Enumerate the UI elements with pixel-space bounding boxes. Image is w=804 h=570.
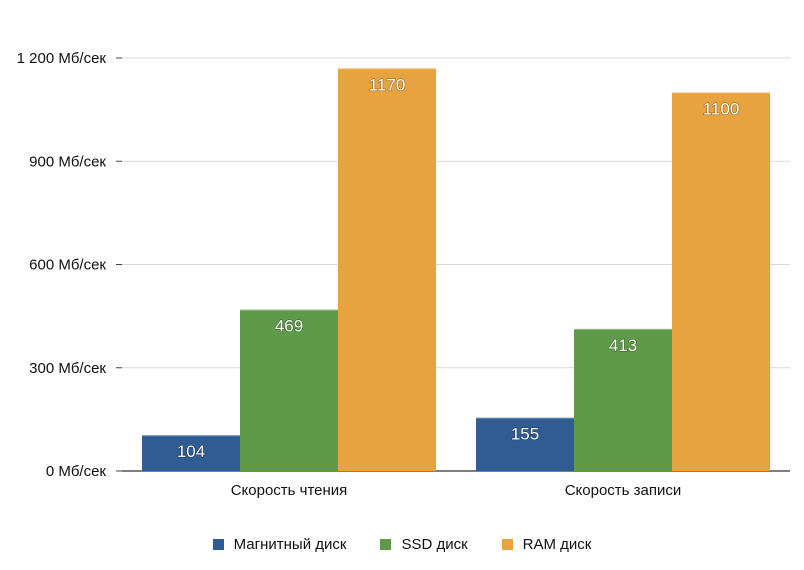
y-tick-label: 900 Мб/сек <box>29 153 106 170</box>
legend-swatch <box>212 539 224 550</box>
y-tick-label: 600 Мб/сек <box>29 257 106 274</box>
y-tick-label: 1 200 Мб/сек <box>17 50 107 67</box>
x-category-label: Скорость чтения <box>231 482 348 499</box>
legend-swatch <box>380 539 392 550</box>
legend: Магнитный диск SSD диск RAM диск <box>0 536 804 553</box>
bar <box>142 435 240 471</box>
legend-item: Магнитный диск <box>212 536 347 553</box>
data-label: 1170 <box>369 75 406 94</box>
bar <box>338 68 436 471</box>
legend-item: SSD диск <box>380 536 468 553</box>
bar <box>574 328 672 471</box>
data-label: 104 <box>177 442 205 461</box>
bar <box>476 417 574 471</box>
y-tick-label: 0 Мб/сек <box>46 463 107 480</box>
data-label: 413 <box>609 336 637 355</box>
y-tick-label: 300 Мб/сек <box>29 360 106 377</box>
legend-label: RAM диск <box>522 536 592 553</box>
data-label: 469 <box>275 317 303 336</box>
legend-label: SSD диск <box>401 536 468 553</box>
bar-chart-svg: 0 Мб/сек 300 Мб/сек 600 Мб/сек 900 Мб/сек 1 … <box>17 50 790 499</box>
legend-label: Магнитный диск <box>233 536 347 553</box>
bar <box>672 92 770 472</box>
data-label: 155 <box>511 425 539 444</box>
data-label: 1100 <box>703 99 740 118</box>
legend-item: RAM диск <box>501 536 592 553</box>
legend-swatch <box>501 539 513 550</box>
bar <box>240 309 338 471</box>
x-category-label: Скорость записи <box>565 482 682 499</box>
